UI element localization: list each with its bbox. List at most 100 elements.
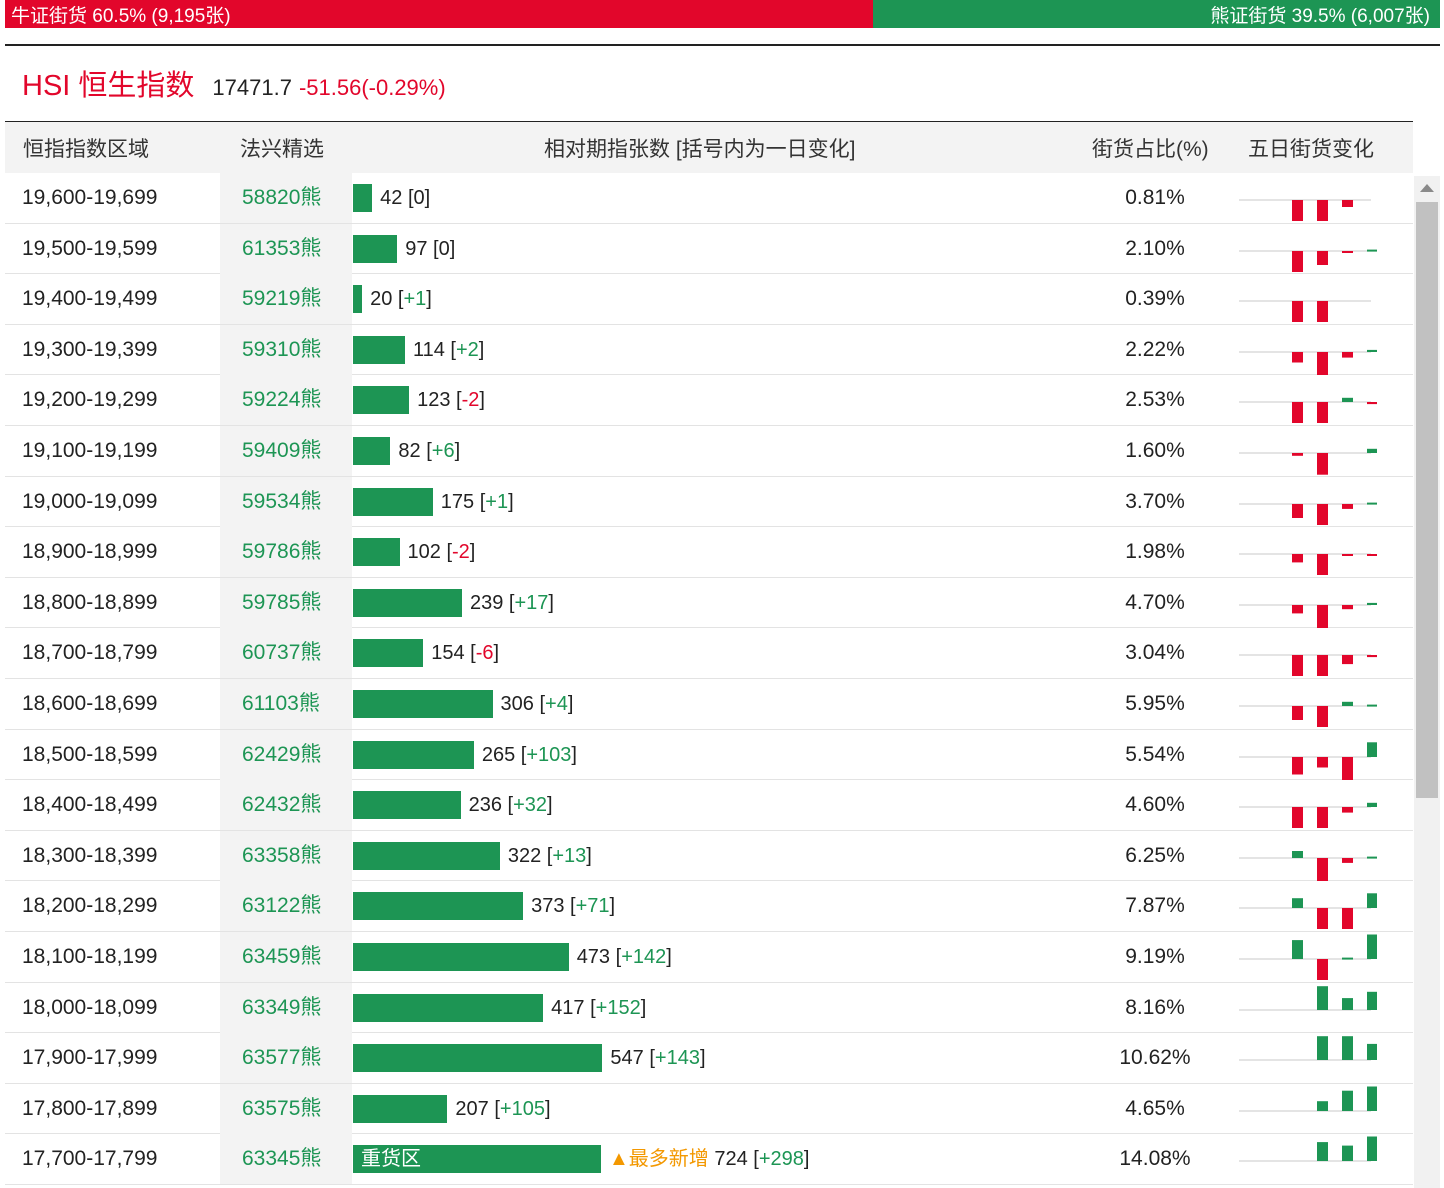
trend-bar: [1367, 934, 1377, 959]
trend-bar: [1367, 602, 1377, 605]
pick-cell-background: [220, 375, 352, 426]
table-row[interactable]: 17,800-17,899 63575熊 207 [+105] 4.65%: [5, 1083, 1413, 1135]
pick-link[interactable]: 62429熊: [242, 742, 322, 766]
trend-bar: [1317, 402, 1328, 424]
header-ratio: 街货占比(%): [1092, 137, 1209, 161]
scroll-up-arrow-icon[interactable]: [1420, 184, 1434, 192]
trend-bar: [1367, 893, 1377, 909]
table-row[interactable]: 19,600-19,699 58820熊 42 [0] 0.81%: [5, 173, 1413, 224]
table-row[interactable]: 18,600-18,699 61103熊 306 [+4] 5.95%: [5, 679, 1413, 730]
table-row[interactable]: 18,200-18,299 63122熊 373 [+71] 7.87%: [5, 881, 1413, 932]
pick-cell-background: [220, 476, 352, 527]
pick-cell-background: [220, 830, 352, 881]
table-row[interactable]: 18,800-18,899 59785熊 239 [+17] 4.70%: [5, 577, 1413, 629]
pick-link[interactable]: 63577熊: [242, 1046, 322, 1070]
table-row[interactable]: 18,700-18,799 60737熊 154 [-6] 3.04%: [5, 628, 1413, 679]
header-divider: [5, 44, 1440, 46]
count-number: 154: [431, 642, 471, 665]
index-name[interactable]: HSI 恒生指数: [22, 70, 195, 102]
trend-bar: [1292, 200, 1303, 221]
pick-link[interactable]: 63345熊: [242, 1147, 322, 1171]
bull-share-segment: 牛证街货 60.5% (9,195张): [5, 0, 874, 28]
table-row[interactable]: 17,700-17,799 63345熊 重货区 ▲最多新增 724 [+298] 14…: [5, 1134, 1413, 1185]
table-row[interactable]: 18,900-18,999 59786熊 102 [-2] 1.98%: [5, 527, 1413, 578]
table-row[interactable]: 18,500-18,599 62429熊 265 [+103] 5.54%: [5, 729, 1413, 781]
pick-cell-background: [220, 679, 352, 729]
pick-link[interactable]: 59409熊: [242, 439, 322, 462]
ratio-percent: 2.53%: [1125, 388, 1185, 412]
range-cell: 17,800-17,899: [22, 1096, 158, 1120]
pick-link[interactable]: 61353熊: [242, 236, 322, 260]
table-row[interactable]: 18,300-18,399 63358熊 322 [+13] 6.25%: [5, 830, 1413, 882]
pick-cell-background: [220, 932, 352, 982]
trend-bar: [1292, 402, 1303, 424]
count-bar: [353, 588, 462, 617]
pick-link[interactable]: 59786熊: [242, 540, 322, 564]
trend-bar: [1342, 1036, 1353, 1061]
pick-link[interactable]: 63349熊: [242, 995, 322, 1019]
trend-bar: [1342, 398, 1353, 403]
day-change: +1: [403, 288, 427, 311]
trend-bar: [1367, 856, 1377, 859]
table-row[interactable]: 17,900-17,999 63577熊 547 [+143] 10.62%: [5, 1033, 1413, 1084]
scrollbar-thumb[interactable]: [1416, 202, 1438, 798]
trend-bar: [1342, 200, 1353, 207]
trend-bar: [1317, 250, 1328, 265]
table-row[interactable]: 19,200-19,299 59224熊 123 [-2] 2.53%: [5, 375, 1413, 426]
pick-link[interactable]: 63459熊: [242, 945, 322, 968]
bear-share-segment: 熊证街货 39.5% (6,007张): [873, 0, 1440, 28]
day-change: +71: [575, 895, 610, 918]
pick-link[interactable]: 59310熊: [242, 337, 322, 361]
table-row[interactable]: 19,500-19,599 61353熊 97 [0] 2.10%: [5, 223, 1413, 275]
table-row[interactable]: 18,100-18,199 63459熊 473 [+142] 9.19%: [5, 932, 1413, 983]
trend-bar: [1342, 756, 1353, 780]
count-bar: [353, 639, 424, 668]
table-row[interactable]: 18,000-18,099 63349熊 417 [+152] 8.16%: [5, 982, 1413, 1034]
trend-bar: [1367, 402, 1377, 405]
count-number: 373: [531, 895, 571, 918]
trend-bar: [1317, 554, 1328, 576]
trend-bar: [1292, 503, 1303, 518]
count-value: 322 [+13]: [507, 844, 592, 867]
ratio-percent: 5.54%: [1125, 742, 1185, 766]
trend-bar: [1367, 448, 1377, 453]
pick-link[interactable]: 59224熊: [242, 388, 322, 412]
ratio-percent: 4.65%: [1125, 1096, 1185, 1120]
count-value: 82 [+6]: [398, 440, 461, 462]
count-bar: [353, 791, 461, 820]
table-row[interactable]: 19,300-19,399 59310熊 114 [+2] 2.22%: [5, 324, 1413, 376]
pick-link[interactable]: 63575熊: [242, 1096, 322, 1120]
table-row[interactable]: 19,100-19,199 59409熊 82 [+6] 1.60%: [5, 426, 1413, 477]
pick-link[interactable]: 60737熊: [242, 641, 322, 665]
count-value: 265 [+103]: [481, 743, 577, 766]
pick-link[interactable]: 59785熊: [242, 590, 322, 614]
pick-cell-background: [220, 1134, 352, 1185]
vertical-scrollbar[interactable]: [1414, 176, 1440, 1188]
count-value: 373 [+71]: [531, 895, 616, 918]
table-row[interactable]: 19,000-19,099 59534熊 175 [+1] 3.70%: [5, 476, 1413, 528]
range-cell: 18,200-18,299: [22, 894, 158, 918]
pick-link[interactable]: 63358熊: [242, 843, 322, 867]
trend-bar: [1342, 807, 1353, 813]
trend-bar: [1317, 453, 1328, 475]
count-value: 239 [+17]: [469, 591, 554, 614]
range-cell: 18,600-18,699: [22, 692, 158, 715]
count-bar: [353, 1094, 448, 1123]
trend-bar: [1367, 655, 1377, 658]
table-row[interactable]: 19,400-19,499 59219熊 20 [+1] 0.39%: [5, 274, 1413, 325]
pick-cell-background: [220, 780, 352, 831]
max-increase-label: ▲最多新增: [609, 1148, 715, 1171]
pick-cell-background: [220, 223, 352, 274]
ratio-percent: 9.19%: [1125, 945, 1185, 968]
ratio-percent: 6.25%: [1125, 843, 1185, 867]
pick-link[interactable]: 62432熊: [242, 793, 322, 817]
day-change: -2: [461, 389, 480, 412]
pick-link[interactable]: 59219熊: [242, 287, 322, 311]
count-value: 102 [-2]: [407, 541, 476, 564]
pick-link[interactable]: 59534熊: [242, 489, 322, 513]
pick-link[interactable]: 61103熊: [242, 692, 320, 715]
pick-link[interactable]: 58820熊: [242, 186, 322, 209]
pick-link[interactable]: 63122熊: [242, 894, 322, 918]
table-row[interactable]: 18,400-18,499 62432熊 236 [+32] 4.60%: [5, 780, 1413, 831]
bull-share-label: 牛证街货 60.5% (9,195张): [11, 5, 231, 27]
